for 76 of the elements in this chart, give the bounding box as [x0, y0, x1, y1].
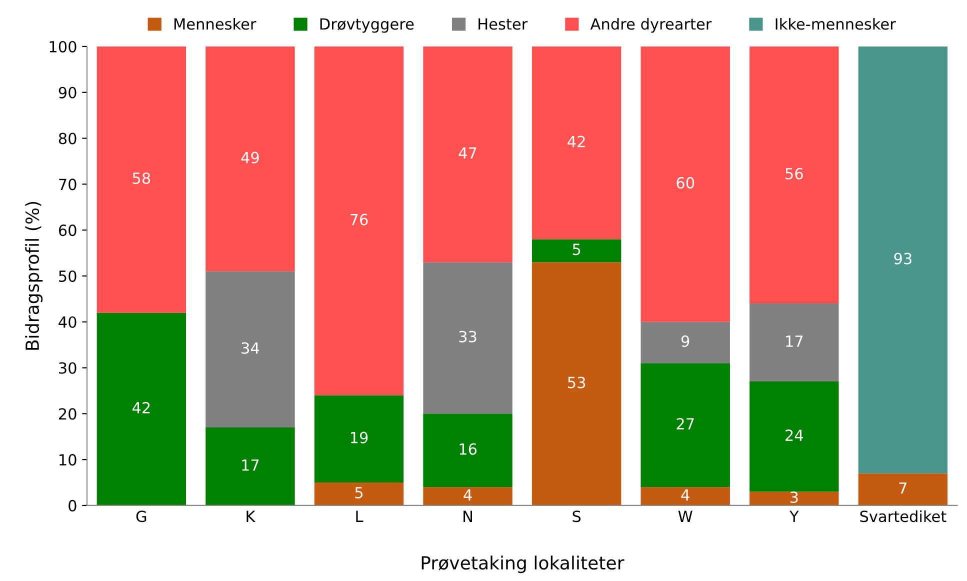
data-label: 34: [242, 342, 260, 354]
data-label: 16: [460, 443, 477, 455]
data-label: 76: [350, 214, 368, 226]
x-tick-label: K: [246, 510, 256, 522]
data-label: 42: [568, 136, 585, 148]
bar: [423, 487, 512, 506]
bar: [640, 363, 730, 488]
y-tick-label: 60: [58, 224, 76, 236]
data-label: 17: [786, 336, 803, 347]
bar: [640, 322, 730, 364]
bar: [96, 46, 186, 313]
data-label: 58: [132, 172, 150, 184]
legend-label: Drøvtyggere: [320, 18, 414, 33]
data-label: 4: [681, 489, 690, 501]
y-tick-label: 70: [59, 178, 76, 190]
bar: [314, 482, 404, 506]
x-tick-label: N: [464, 510, 472, 522]
x-tick-label: S: [572, 510, 581, 522]
x-tick-label: G: [136, 510, 146, 522]
bar: [858, 46, 948, 474]
data-label: 7: [899, 482, 906, 494]
bar: [314, 46, 404, 396]
bar: [206, 271, 295, 428]
x-tick-label: Y: [789, 510, 799, 522]
data-label: 47: [458, 147, 476, 159]
bar: [423, 46, 512, 262]
data-label: 27: [676, 418, 694, 430]
bar: [640, 46, 730, 322]
bar: [96, 312, 186, 506]
x-tick-label: Svartediket: [860, 510, 946, 522]
y-tick-label: 80: [58, 132, 76, 144]
y-tick-label: 10: [60, 454, 76, 466]
bar: [532, 239, 622, 262]
x-axis-title: Prøvetaking lokaliteter: [422, 556, 624, 574]
data-label: 24: [786, 430, 804, 441]
data-label: 4: [464, 489, 472, 501]
bar: [423, 262, 512, 414]
data-label: 56: [786, 168, 803, 180]
data-label: 3: [790, 491, 798, 504]
y-axis-title: Bidragsprofil (%): [25, 202, 43, 350]
bar: [314, 395, 404, 483]
y-tick-label: 30: [59, 362, 76, 374]
x-tick-label: W: [678, 510, 692, 522]
data-label: 33: [459, 330, 476, 342]
y-tick-label: 50: [59, 270, 76, 282]
legend-label: Mennesker: [174, 18, 256, 30]
bar: [206, 427, 295, 506]
bar: [750, 382, 839, 492]
data-label: 49: [241, 152, 259, 164]
data-label: 5: [355, 487, 363, 498]
y-tick-label: 20: [58, 408, 76, 420]
bar: [750, 492, 839, 506]
bar: [206, 46, 295, 272]
bar: [858, 473, 948, 506]
legend-label: Hester: [478, 18, 528, 30]
x-tick-label: L: [356, 510, 364, 522]
bar: [750, 46, 839, 304]
y-tick-label: 0: [68, 500, 76, 512]
legend-label: Ikke-mennesker: [776, 18, 896, 30]
data-label: 93: [894, 252, 912, 264]
data-label: 19: [350, 432, 368, 444]
data-label: 53: [568, 376, 586, 388]
bar: [640, 487, 730, 506]
bar: [532, 46, 622, 240]
bar: [423, 414, 512, 488]
y-tick-label: 90: [58, 86, 76, 98]
bar: [750, 304, 839, 382]
data-label: 9: [681, 335, 690, 347]
bar: [532, 262, 622, 506]
data-label: 17: [242, 460, 259, 471]
data-label: 42: [132, 402, 150, 414]
legend-label: Andre dyrearter: [590, 18, 712, 33]
y-tick-label: 40: [58, 316, 76, 328]
data-label: 5: [572, 244, 580, 256]
y-tick-label: 100: [50, 40, 76, 52]
data-label: 60: [676, 177, 694, 189]
